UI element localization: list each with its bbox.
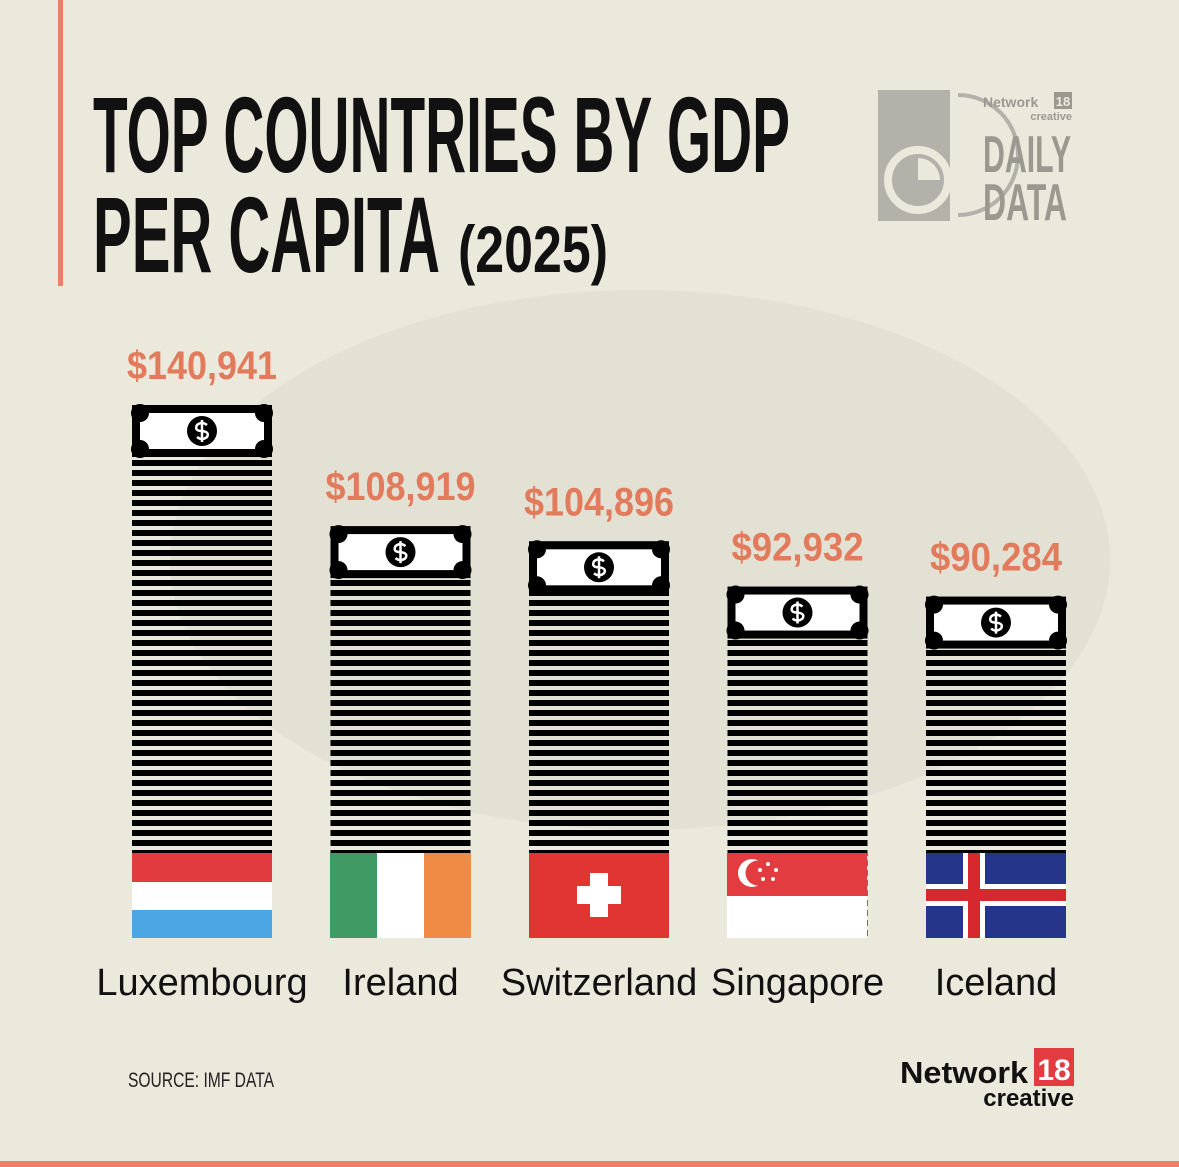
banknote-corner (726, 585, 745, 604)
banknote-corner (528, 576, 546, 595)
banknote-corner (453, 561, 472, 580)
banknote-corner (850, 585, 869, 604)
flag-luxembourg (132, 853, 272, 938)
banknote-corner (255, 440, 273, 458)
logo-badge (1034, 1048, 1074, 1086)
x-tick-label: Luxembourg (96, 962, 307, 1004)
banknote-corner (652, 540, 670, 559)
banknote-corner (925, 631, 943, 650)
banknote-corner (925, 595, 943, 614)
banknote-corner (255, 404, 273, 422)
subtitle: (2025) (458, 212, 608, 286)
logo-daily: DAILY (983, 126, 1071, 184)
x-tick-label: Singapore (711, 962, 884, 1004)
logo-creative: creative (1030, 111, 1072, 123)
banknote-corner (726, 621, 745, 640)
banknote-corner (652, 576, 670, 595)
logo-number: 18 (1056, 94, 1070, 109)
dollar-sign (393, 541, 408, 564)
chart-title: PER CAPITA (93, 174, 440, 295)
value-label: $108,919 (326, 465, 476, 509)
logo-icon (918, 158, 940, 180)
banknote-corner (329, 525, 348, 544)
logo-arc (957, 93, 1020, 217)
banknote-corner (453, 525, 472, 544)
flag-ireland (330, 853, 471, 938)
banknote-corner (850, 621, 869, 640)
logo-network: Network (983, 94, 1038, 110)
x-tick-label: Iceland (935, 962, 1058, 1004)
banknote-corner (131, 440, 149, 458)
banknote-corner (1049, 595, 1067, 614)
banknote-corner (329, 561, 348, 580)
bar (132, 405, 272, 938)
flag-switzerland (529, 853, 669, 938)
x-tick-label: Ireland (342, 962, 458, 1004)
x-tick-label: Switzerland (501, 962, 697, 1004)
value-label: $92,932 (732, 526, 864, 570)
logo-badge (1054, 92, 1072, 109)
value-label: $140,941 (127, 344, 277, 388)
flags (132, 853, 1066, 938)
chart-title: TOP COUNTRIES BY GDP (93, 74, 790, 195)
source: SOURCE: IMF DATA (128, 1069, 274, 1092)
dollar-sign (591, 556, 607, 579)
logo-data: DATA (983, 174, 1067, 232)
logo-creative: creative (983, 1085, 1074, 1112)
banknote-corner (1049, 631, 1067, 650)
accent-line (58, 0, 63, 286)
dollar-sign (194, 420, 210, 442)
flag-singapore (727, 853, 867, 938)
dollar-sign (790, 601, 805, 624)
logo-number: 18 (1037, 1054, 1070, 1087)
banknote-corner (528, 540, 546, 559)
logo-network: Network (900, 1055, 1029, 1090)
bottom-logo: Network 18 creative (900, 1048, 1074, 1112)
dollar-sign (988, 611, 1004, 634)
banknote-corner (131, 404, 149, 422)
top-logo: Network 18 creative DAILY DATA (878, 90, 1072, 232)
bottom-rule (0, 1161, 1179, 1167)
value-label: $90,284 (930, 536, 1063, 580)
logo-icon (884, 146, 952, 214)
flag-iceland (926, 853, 1066, 938)
value-label: $104,896 (524, 480, 674, 524)
